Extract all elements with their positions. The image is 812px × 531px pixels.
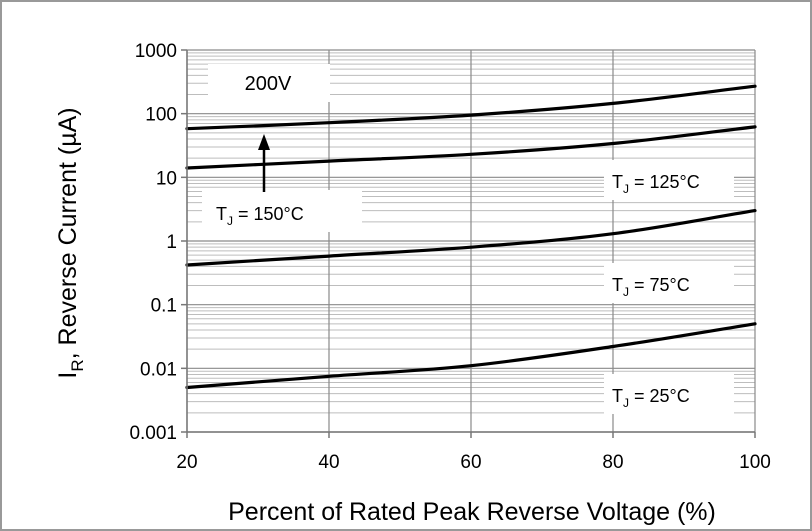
y-tick-label: 10 <box>156 168 177 189</box>
x-tick-label: 80 <box>602 452 623 473</box>
label-box-150 <box>202 190 362 232</box>
y-tick-label: 0.001 <box>129 423 177 444</box>
y-tick-label: 0.1 <box>151 296 177 317</box>
x-tick-label: 60 <box>460 452 481 473</box>
x-tick-label: 20 <box>176 452 197 473</box>
label-125: TJ = 125°C <box>612 172 700 196</box>
series-line-2 <box>185 209 757 267</box>
x-tick-label: 100 <box>739 452 771 473</box>
y-tick-label: 1000 <box>135 41 177 62</box>
voltage-label: 200V <box>245 73 292 95</box>
label-150: TJ = 150°C <box>216 204 304 228</box>
series-lines <box>185 84 757 390</box>
label-box-125 <box>604 160 734 200</box>
y-tick-label: 0.01 <box>140 359 177 380</box>
series-line-3 <box>185 322 757 390</box>
label-75: TJ = 75°C <box>612 275 690 299</box>
x-tick-label: 40 <box>318 452 339 473</box>
label-25: TJ = 25°C <box>612 386 690 410</box>
y-tick-label: 1 <box>166 232 177 253</box>
label-box-25 <box>604 374 734 414</box>
label-box-75 <box>604 263 734 303</box>
x-axis-label: Percent of Rated Peak Reverse Voltage (%… <box>228 498 716 526</box>
y-axis-label: IR, Reverse Current (µA) <box>54 107 87 378</box>
axis-ticks: 1000 100 10 1 0.1 0.01 0.001 20 40 60 80 100 <box>129 41 770 473</box>
series-line-1 <box>185 125 757 170</box>
voltage-box <box>208 64 330 102</box>
series-line-0 <box>185 84 757 131</box>
annotation-arrowhead <box>258 134 270 150</box>
y-tick-label: 100 <box>145 105 177 126</box>
